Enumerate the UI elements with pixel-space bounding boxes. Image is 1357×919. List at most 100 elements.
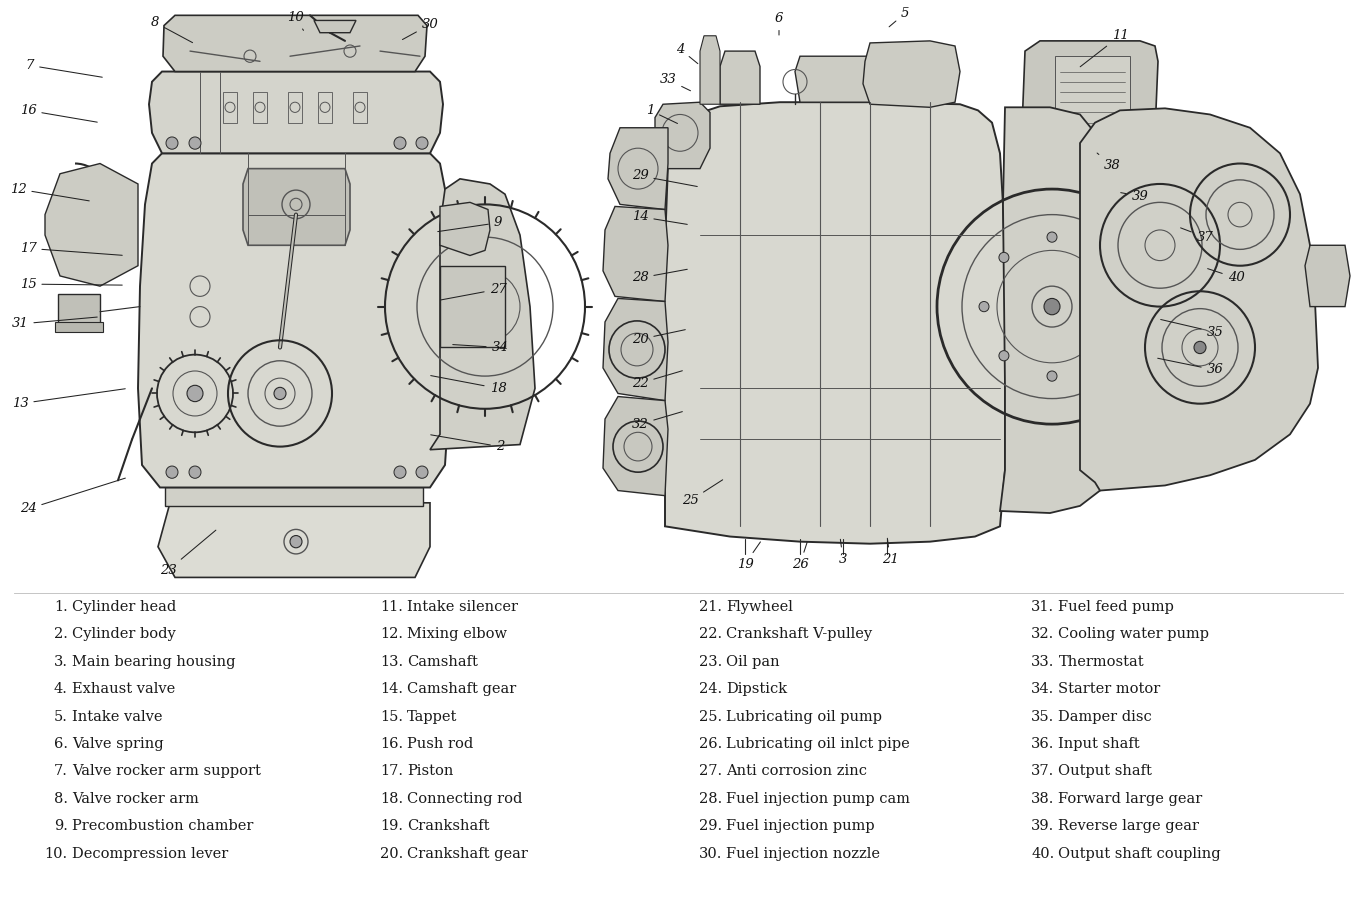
Polygon shape <box>1022 40 1158 143</box>
Text: 33: 33 <box>660 74 691 91</box>
Text: 23: 23 <box>160 530 216 577</box>
Text: 9.: 9. <box>54 820 68 834</box>
Text: 37: 37 <box>1181 228 1213 244</box>
Bar <box>353 92 366 122</box>
Text: 22.: 22. <box>699 627 722 641</box>
Circle shape <box>166 466 178 478</box>
Text: 4.: 4. <box>54 682 68 696</box>
Text: Anti corrosion zinc: Anti corrosion zinc <box>726 765 867 778</box>
Polygon shape <box>603 396 668 495</box>
Text: 5: 5 <box>889 6 909 27</box>
Text: Lubricating oil pump: Lubricating oil pump <box>726 709 882 723</box>
Circle shape <box>189 137 201 149</box>
Text: 1.: 1. <box>54 600 68 614</box>
Bar <box>166 487 423 505</box>
Polygon shape <box>430 179 535 449</box>
Bar <box>252 92 267 122</box>
Text: 17.: 17. <box>380 765 403 778</box>
Text: 4: 4 <box>676 42 697 63</box>
Text: 36.: 36. <box>1031 737 1054 751</box>
Text: 28: 28 <box>631 269 687 285</box>
Text: 3.: 3. <box>54 654 68 669</box>
Text: Camshaft gear: Camshaft gear <box>407 682 517 696</box>
Text: 10: 10 <box>286 11 304 30</box>
Text: 31.: 31. <box>1031 600 1054 614</box>
Text: Intake silencer: Intake silencer <box>407 600 518 614</box>
Text: Crankshaft gear: Crankshaft gear <box>407 847 528 861</box>
Circle shape <box>394 137 406 149</box>
Text: 21: 21 <box>882 539 898 565</box>
Text: 10.: 10. <box>45 847 68 861</box>
Text: Connecting rod: Connecting rod <box>407 792 522 806</box>
Text: 32.: 32. <box>1031 627 1054 641</box>
Text: 40.: 40. <box>1031 847 1054 861</box>
Polygon shape <box>664 102 1006 544</box>
Text: 18: 18 <box>430 376 506 395</box>
Polygon shape <box>243 168 350 245</box>
Polygon shape <box>157 503 430 577</box>
Circle shape <box>290 536 303 548</box>
Text: 26.: 26. <box>699 737 722 751</box>
Text: Output shaft: Output shaft <box>1058 765 1152 778</box>
Text: Crankshaft V-pulley: Crankshaft V-pulley <box>726 627 873 641</box>
Text: 37.: 37. <box>1031 765 1054 778</box>
Text: 12: 12 <box>9 183 90 201</box>
Text: Damper disc: Damper disc <box>1058 709 1152 723</box>
Bar <box>56 322 103 332</box>
Text: 36: 36 <box>1158 358 1224 377</box>
Circle shape <box>274 387 286 400</box>
Text: Precombustion chamber: Precombustion chamber <box>72 820 254 834</box>
Polygon shape <box>138 153 452 487</box>
Polygon shape <box>440 202 490 255</box>
Circle shape <box>999 351 1008 361</box>
Text: 30.: 30. <box>699 847 722 861</box>
Polygon shape <box>1000 108 1105 513</box>
Text: 29.: 29. <box>699 820 722 834</box>
Text: 15: 15 <box>19 278 122 290</box>
Text: 29: 29 <box>631 169 697 187</box>
Text: Cylinder body: Cylinder body <box>72 627 175 641</box>
Polygon shape <box>149 72 442 153</box>
Circle shape <box>189 466 201 478</box>
Text: 1: 1 <box>646 104 677 123</box>
Text: Dipstick: Dipstick <box>726 682 787 696</box>
Text: 35: 35 <box>1160 320 1224 338</box>
Bar <box>440 266 505 347</box>
Text: 38.: 38. <box>1031 792 1054 806</box>
Bar <box>223 92 237 122</box>
Text: 11: 11 <box>1080 29 1129 67</box>
Text: Thermostat: Thermostat <box>1058 654 1144 669</box>
Polygon shape <box>1080 108 1318 491</box>
Text: 34.: 34. <box>1031 682 1054 696</box>
Text: 25.: 25. <box>699 709 722 723</box>
Text: 13.: 13. <box>380 654 403 669</box>
Text: Fuel injection pump: Fuel injection pump <box>726 820 875 834</box>
Text: 2: 2 <box>430 435 505 453</box>
Text: 28.: 28. <box>699 792 722 806</box>
Text: Cylinder head: Cylinder head <box>72 600 176 614</box>
Polygon shape <box>655 102 710 168</box>
Circle shape <box>1048 371 1057 381</box>
Text: 20.: 20. <box>380 847 403 861</box>
Text: 8: 8 <box>151 16 193 42</box>
Text: 14.: 14. <box>380 682 403 696</box>
Text: Camshaft: Camshaft <box>407 654 478 669</box>
Text: 3: 3 <box>839 539 847 565</box>
Text: Valve rocker arm support: Valve rocker arm support <box>72 765 261 778</box>
Bar <box>58 294 100 325</box>
Text: Intake valve: Intake valve <box>72 709 163 723</box>
Polygon shape <box>721 51 760 104</box>
Text: 25: 25 <box>681 480 723 507</box>
Text: 27: 27 <box>441 283 506 300</box>
Text: Forward large gear: Forward large gear <box>1058 792 1202 806</box>
Text: Piston: Piston <box>407 765 453 778</box>
Text: Main bearing housing: Main bearing housing <box>72 654 235 669</box>
Text: 21.: 21. <box>699 600 722 614</box>
Circle shape <box>978 301 989 312</box>
Text: Lubricating oil inlct pipe: Lubricating oil inlct pipe <box>726 737 909 751</box>
Text: 38: 38 <box>1096 153 1121 172</box>
Circle shape <box>999 253 1008 263</box>
Text: 40: 40 <box>1208 268 1244 285</box>
Text: 18.: 18. <box>380 792 403 806</box>
Text: 11.: 11. <box>380 600 403 614</box>
